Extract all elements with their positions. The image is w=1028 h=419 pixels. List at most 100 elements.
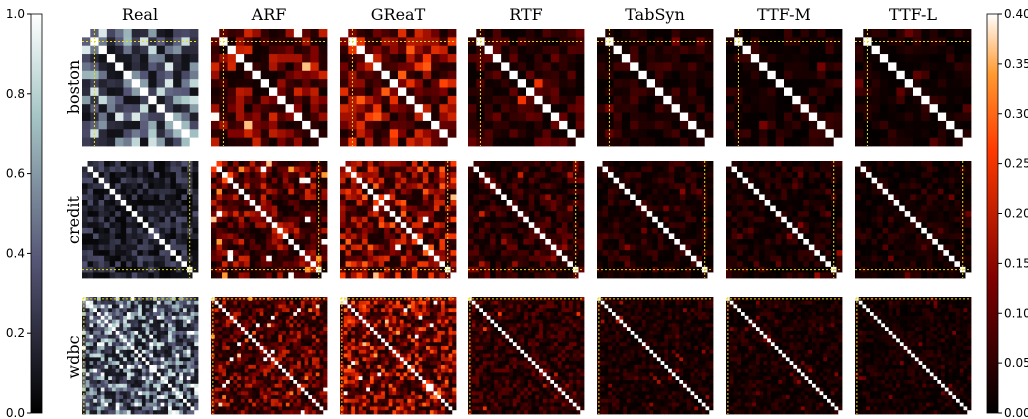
heatmap-cell: [98, 233, 105, 240]
heatmap-cell: [929, 129, 939, 139]
heatmap-cell: [479, 194, 485, 201]
heatmap-cell: [120, 233, 127, 240]
heatmap-cell: [578, 161, 585, 167]
heatmap-cell: [770, 161, 777, 167]
heatmap-cell: [115, 95, 124, 105]
heatmap-cell: [786, 261, 793, 268]
heatmap-cell: [175, 308, 180, 313]
heatmap-cell: [866, 188, 872, 195]
heatmap-cell: [227, 250, 234, 257]
heatmap-cell: [119, 319, 124, 324]
heatmap-cell: [156, 319, 161, 324]
heatmap-cell: [910, 250, 917, 257]
heatmap-cell: [572, 244, 579, 251]
heatmap-cell: [624, 183, 631, 190]
heatmap-cell: [148, 62, 157, 72]
heatmap-cell: [959, 216, 966, 223]
heatmap-cell: [860, 172, 867, 179]
heatmap-cell: [108, 346, 113, 351]
heatmap-cell: [190, 315, 195, 321]
heatmap-cell: [652, 272, 659, 279]
heatmap-cell: [310, 112, 320, 122]
heatmap-cell: [439, 216, 446, 223]
heatmap-cell: [539, 272, 546, 279]
heatmap-cell: [526, 45, 535, 55]
heatmap-cell: [495, 266, 502, 273]
heatmap-cell: [726, 216, 732, 223]
heatmap-cell: [621, 79, 631, 88]
heatmap-cell: [775, 272, 782, 279]
heatmap-cell: [800, 112, 810, 122]
heatmap-cell: [605, 70, 614, 80]
heatmap-cell: [674, 233, 681, 240]
heatmap-cell: [293, 129, 303, 139]
heatmap-cell: [85, 304, 90, 309]
heatmap-cell: [748, 250, 755, 257]
heatmap-cell: [302, 129, 311, 139]
heatmap-cell: [406, 70, 415, 80]
heatmap-cell: [406, 62, 415, 72]
heatmap-cell: [959, 244, 966, 251]
heatmap-cell: [619, 211, 626, 218]
heatmap-cell: [638, 79, 648, 88]
heatmap-cell: [345, 172, 352, 179]
heatmap-cell: [444, 177, 451, 184]
heatmap-cell: [619, 227, 626, 234]
heatmap-cell: [115, 183, 122, 190]
heatmap-cell: [860, 216, 867, 223]
heatmap-cell: [277, 227, 284, 234]
heatmap-cell: [422, 70, 432, 80]
heatmap-cell: [439, 250, 446, 257]
heatmap-cell: [186, 327, 191, 332]
heatmap-cell: [98, 211, 105, 218]
heatmap-cell: [556, 194, 563, 201]
heatmap-cell: [726, 205, 732, 212]
heatmap-cell: [389, 62, 399, 72]
heatmap-cell: [871, 95, 881, 105]
heatmap-cell: [277, 70, 286, 80]
heatmap-cell: [175, 346, 180, 351]
heatmap-cell: [159, 211, 166, 218]
heatmap-cell: [159, 183, 166, 190]
heatmap-cell: [422, 239, 429, 245]
heatmap-cell: [742, 62, 752, 72]
heatmap-cell: [492, 87, 502, 97]
heatmap-cell: [156, 137, 166, 147]
heatmap-cell: [271, 205, 278, 212]
heatmap-cell: [310, 183, 317, 190]
heatmap-cell: [484, 266, 491, 273]
heatmap-cell: [252, 120, 262, 130]
heatmap-cell: [937, 29, 947, 38]
heatmap-cell: [833, 112, 843, 122]
heatmap-cell: [160, 327, 165, 332]
heatmap-cell: [767, 29, 777, 38]
heatmap-cell: [742, 70, 752, 80]
heatmap-cell: [943, 266, 950, 273]
heatmap-cell: [351, 227, 357, 234]
heatmap-cell: [506, 161, 513, 167]
heatmap-cell: [160, 315, 165, 321]
heatmap-cell: [674, 205, 681, 212]
heatmap-cell: [619, 166, 626, 173]
heatmap-cell: [216, 161, 223, 167]
heatmap-cell: [189, 79, 199, 88]
heatmap-cell: [685, 222, 692, 229]
heatmap-cell: [153, 227, 160, 234]
heatmap-cell: [753, 239, 760, 245]
heatmap-cell: [748, 194, 755, 201]
heatmap-cell: [450, 166, 457, 173]
heatmap-cell: [153, 266, 160, 273]
heatmap-cell: [948, 166, 955, 173]
heatmap-cell: [384, 250, 391, 257]
heatmap-cell: [227, 129, 237, 139]
heatmap-cell: [271, 183, 278, 190]
heatmap-cell: [770, 261, 777, 268]
heatmap-cell: [411, 183, 418, 190]
heatmap-cell: [277, 233, 284, 240]
heatmap-cell: [545, 211, 552, 218]
heatmap-cell: [965, 211, 972, 218]
heatmap-cell: [866, 244, 872, 251]
heatmap-cell: [171, 304, 176, 309]
heatmap-cell: [219, 104, 228, 113]
heatmap-cell: [159, 194, 166, 201]
